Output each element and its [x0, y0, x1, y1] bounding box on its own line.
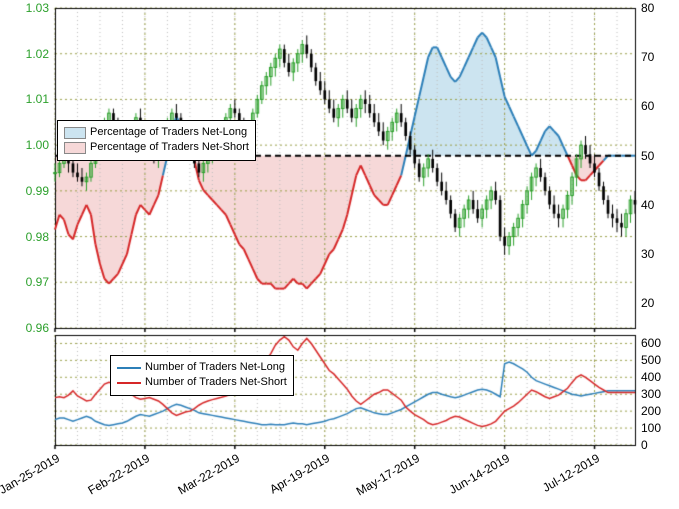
legend-row-net-short-pct: Percentage of Traders Net-Short — [64, 140, 249, 155]
top-legend: Percentage of Traders Net-Long Percentag… — [57, 120, 256, 161]
legend-swatch-net-long — [64, 127, 86, 139]
legend-label-num-long: Number of Traders Net-Long — [145, 360, 285, 375]
legend-label-num-short: Number of Traders Net-Short — [145, 375, 287, 390]
chart-container: 0.960.970.980.991.001.011.021.03 2030405… — [0, 0, 679, 509]
legend-label-net-short-pct: Percentage of Traders Net-Short — [90, 140, 249, 155]
legend-line-net-long — [117, 367, 141, 369]
legend-row-num-long: Number of Traders Net-Long — [117, 360, 287, 375]
legend-row-num-short: Number of Traders Net-Short — [117, 375, 287, 390]
legend-line-net-short — [117, 382, 141, 384]
legend-label-net-long-pct: Percentage of Traders Net-Long — [90, 125, 247, 140]
legend-row-net-long-pct: Percentage of Traders Net-Long — [64, 125, 249, 140]
chart-canvas — [0, 0, 679, 509]
legend-swatch-net-short — [64, 142, 86, 154]
bottom-legend: Number of Traders Net-Long Number of Tra… — [110, 355, 294, 396]
